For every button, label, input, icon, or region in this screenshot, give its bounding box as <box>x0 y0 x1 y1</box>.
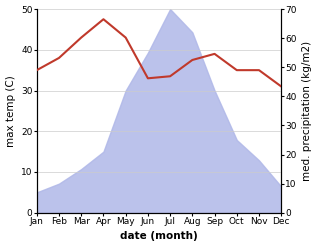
X-axis label: date (month): date (month) <box>120 231 198 242</box>
Y-axis label: max temp (C): max temp (C) <box>5 75 16 147</box>
Y-axis label: med. precipitation (kg/m2): med. precipitation (kg/m2) <box>302 41 313 181</box>
